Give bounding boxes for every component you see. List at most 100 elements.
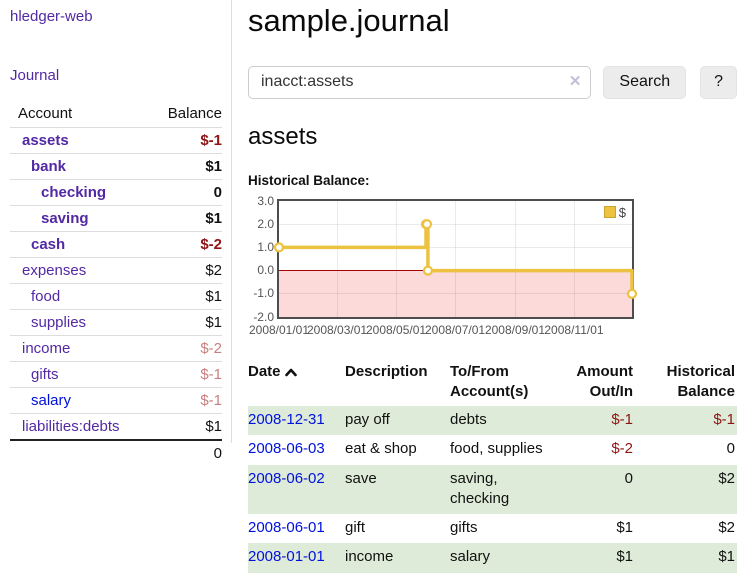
account-heading: assets [248,122,318,150]
chart-title: Historical Balance: [248,172,370,188]
accounts-total-row: 0 [10,440,222,466]
x-tick-label: 2008/05/01 [365,322,427,337]
account-balance: $1 [205,210,222,227]
transaction-description: eat & shop [345,440,417,458]
accounts-header-row: Account Balance [10,101,222,128]
app-title-link[interactable]: hledger-web [10,8,93,25]
transaction-row: 2008-12-31 pay off debts $-1 $-1 [248,406,737,436]
transaction-description: income [345,548,394,566]
account-row: expenses $2 [10,257,222,284]
transaction-description: pay off [345,411,390,429]
transaction-accounts: gifts [450,519,478,537]
account-row: liabilities:debts $1 [10,413,222,441]
transaction-accounts: saving, checking [450,469,510,507]
historical-balance-chart: $ 3.0 2.0 1.0 0.0 -1.0 -2.0 2008/01/01 2008/03… [248,194,737,341]
transaction-row: 2008-06-03 eat & shop food, supplies $-2 0 [248,435,737,464]
y-tick-label: 1.0 [257,240,274,255]
account-link-assets[interactable]: assets [22,132,69,149]
legend-swatch-icon [603,206,616,219]
account-link-supplies[interactable]: supplies [31,314,87,331]
account-balance: $-2 [200,340,222,357]
account-link-salary[interactable]: salary [31,392,72,409]
x-tick-label: 2008/01/01 [248,322,310,337]
transaction-row: 2008-06-02 save saving, checking 0 $2 [248,464,737,515]
search-help-button[interactable]: ? [700,65,737,99]
clear-search-icon[interactable]: ✕ [568,72,582,90]
search-input[interactable] [248,65,592,99]
transaction-amount: $1 [616,519,633,537]
transaction-date-link[interactable]: 2008-06-02 [248,469,325,487]
account-row: saving $1 [10,205,222,232]
transaction-date-link[interactable]: 2008-06-01 [248,519,325,537]
transaction-date-link[interactable]: 2008-01-01 [248,548,325,566]
account-row: cash $-2 [10,231,222,258]
account-row: income $-2 [10,335,222,362]
account-link-checking[interactable]: checking [41,184,107,201]
transaction-description: save [345,469,377,487]
account-link-food[interactable]: food [31,288,61,305]
nav-journal-link[interactable]: Journal [10,67,60,84]
main-content: sample.journal ✕ Search ? assets Histori… [248,0,737,573]
sidebar: hledger-web Journal Account Balance asse… [0,0,232,462]
account-balance: $1 [205,288,222,305]
vertical-gridline [337,200,339,317]
y-tick-label: 3.0 [257,193,274,208]
header-description: Description [345,362,428,380]
vertical-gridline [396,200,398,317]
account-link-saving[interactable]: saving [41,210,89,227]
account-link-income[interactable]: income [22,340,71,357]
vertical-gridline [455,200,457,317]
account-link-expenses[interactable]: expenses [22,262,87,279]
transaction-balance: $1 [718,548,735,566]
header-historical-balance: Historical Balance [666,362,735,400]
accounts-table-body: assets $-1 bank $1 checking 0 saving $1 cash $-2 e… [10,127,222,441]
account-row: gifts $-1 [10,361,222,388]
transaction-accounts: food, supplies [450,440,543,458]
x-tick-label: 2008/11/01 [544,322,604,337]
transaction-amount: $-1 [611,411,633,429]
header-tofrom-accounts: To/From Account(s) [450,362,529,400]
transactions-header-row: Date Description To/From Account(s) Amou… [248,358,737,407]
account-balance: $1 [205,314,222,331]
transactions-table: Date Description To/From Account(s) Amou… [248,358,737,573]
search-form: ✕ Search ? [248,65,737,99]
accounts-table: Account Balance assets $-1 bank $1 checking 0… [10,101,222,466]
horizontal-gridline [279,293,632,295]
x-tick-label: 2008/03/01 [306,322,368,337]
account-link-bank[interactable]: bank [31,158,67,175]
account-link-liabilities-debts[interactable]: liabilities:debts [22,418,120,435]
y-tick-label: 0.0 [257,263,274,278]
account-balance: $2 [205,262,222,279]
account-link-cash[interactable]: cash [31,236,66,253]
search-button[interactable]: Search [603,65,687,99]
transactions-body: 2008-12-31 pay off debts $-1 $-1 2008-06-03 ea… [248,406,737,573]
transaction-balance: $-1 [713,411,735,429]
transaction-accounts: debts [450,411,487,429]
vertical-gridline [573,200,575,317]
transaction-amount: 0 [624,469,633,487]
account-row: food $1 [10,283,222,310]
account-row: assets $-1 [10,127,222,154]
account-link-gifts[interactable]: gifts [31,366,59,383]
sidebar-nav: Journal [10,67,222,85]
transaction-balance: 0 [726,440,735,458]
accounts-total-balance: 0 [213,445,222,462]
y-tick-label: -2.0 [253,309,274,324]
search-box: ✕ [248,65,592,99]
transaction-amount: $1 [616,548,633,566]
transaction-date-link[interactable]: 2008-06-03 [248,440,325,458]
horizontal-gridline [279,223,632,225]
transaction-row: 2008-01-01 income salary $1 $1 [248,543,737,573]
x-tick-label: 2008/07/01 [424,322,486,337]
vertical-gridline [514,200,516,317]
account-balance: $-1 [200,132,222,149]
account-row: checking 0 [10,179,222,206]
header-amount: Amount Out/In [576,362,633,400]
negative-region [279,270,632,317]
account-balance: $1 [205,158,222,175]
transaction-date-link[interactable]: 2008-12-31 [248,411,325,429]
transaction-accounts: salary [450,548,491,566]
header-date: Date [248,358,345,407]
account-row: salary $-1 [10,387,222,414]
